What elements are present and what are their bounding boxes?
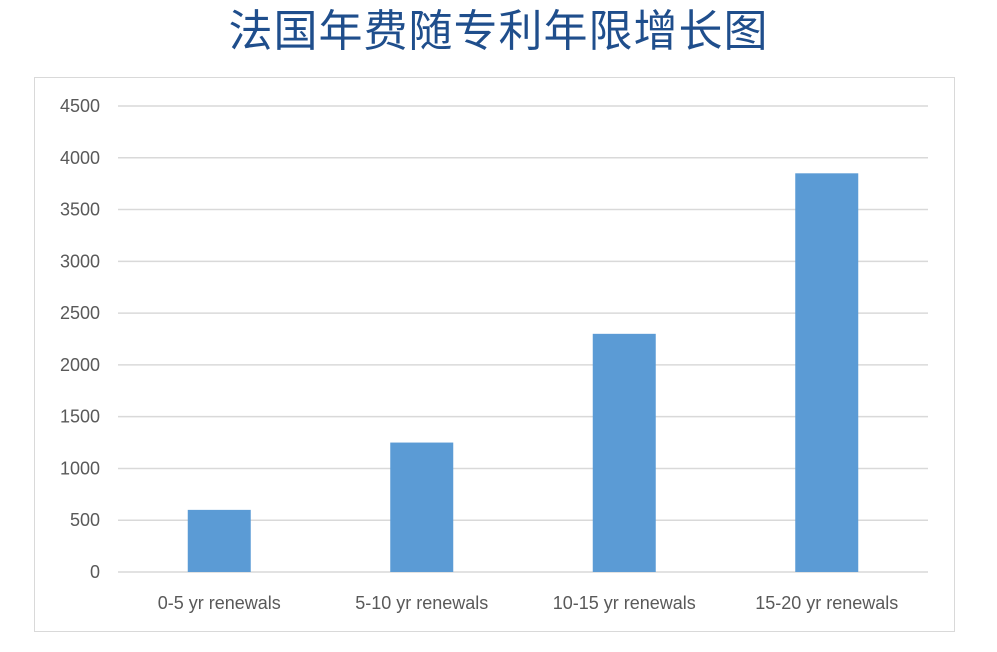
y-tick-label: 4000 — [60, 148, 100, 168]
y-tick-label: 2000 — [60, 355, 100, 375]
y-tick-label: 1500 — [60, 407, 100, 427]
y-axis-ticks: 0 500 1000 1500 2000 2500 3000 3500 4000 4500 — [60, 96, 100, 582]
y-tick-label: 3500 — [60, 200, 100, 220]
bar-2 — [390, 442, 454, 572]
x-category-label: 0-5 yr renewals — [158, 593, 281, 613]
bars — [187, 173, 859, 573]
bar-1 — [187, 509, 251, 572]
x-category-label: 5-10 yr renewals — [355, 593, 488, 613]
page-title: 法国年费随专利年限增长图 — [228, 6, 769, 57]
x-axis-labels: 0-5 yr renewals 5-10 yr renewals 10-15 yr … — [158, 593, 899, 613]
gridlines — [118, 105, 928, 573]
y-tick-label: 2500 — [60, 303, 100, 323]
x-category-label: 15-20 yr renewals — [755, 593, 898, 613]
y-tick-label: 0 — [90, 562, 100, 582]
y-tick-label: 1000 — [60, 458, 100, 478]
x-category-label: 10-15 yr renewals — [553, 593, 696, 613]
y-tick-label: 4500 — [60, 96, 100, 116]
bar-3 — [592, 333, 656, 572]
y-tick-label: 3000 — [60, 251, 100, 271]
bar-4 — [795, 173, 859, 573]
y-tick-label: 500 — [70, 510, 100, 530]
